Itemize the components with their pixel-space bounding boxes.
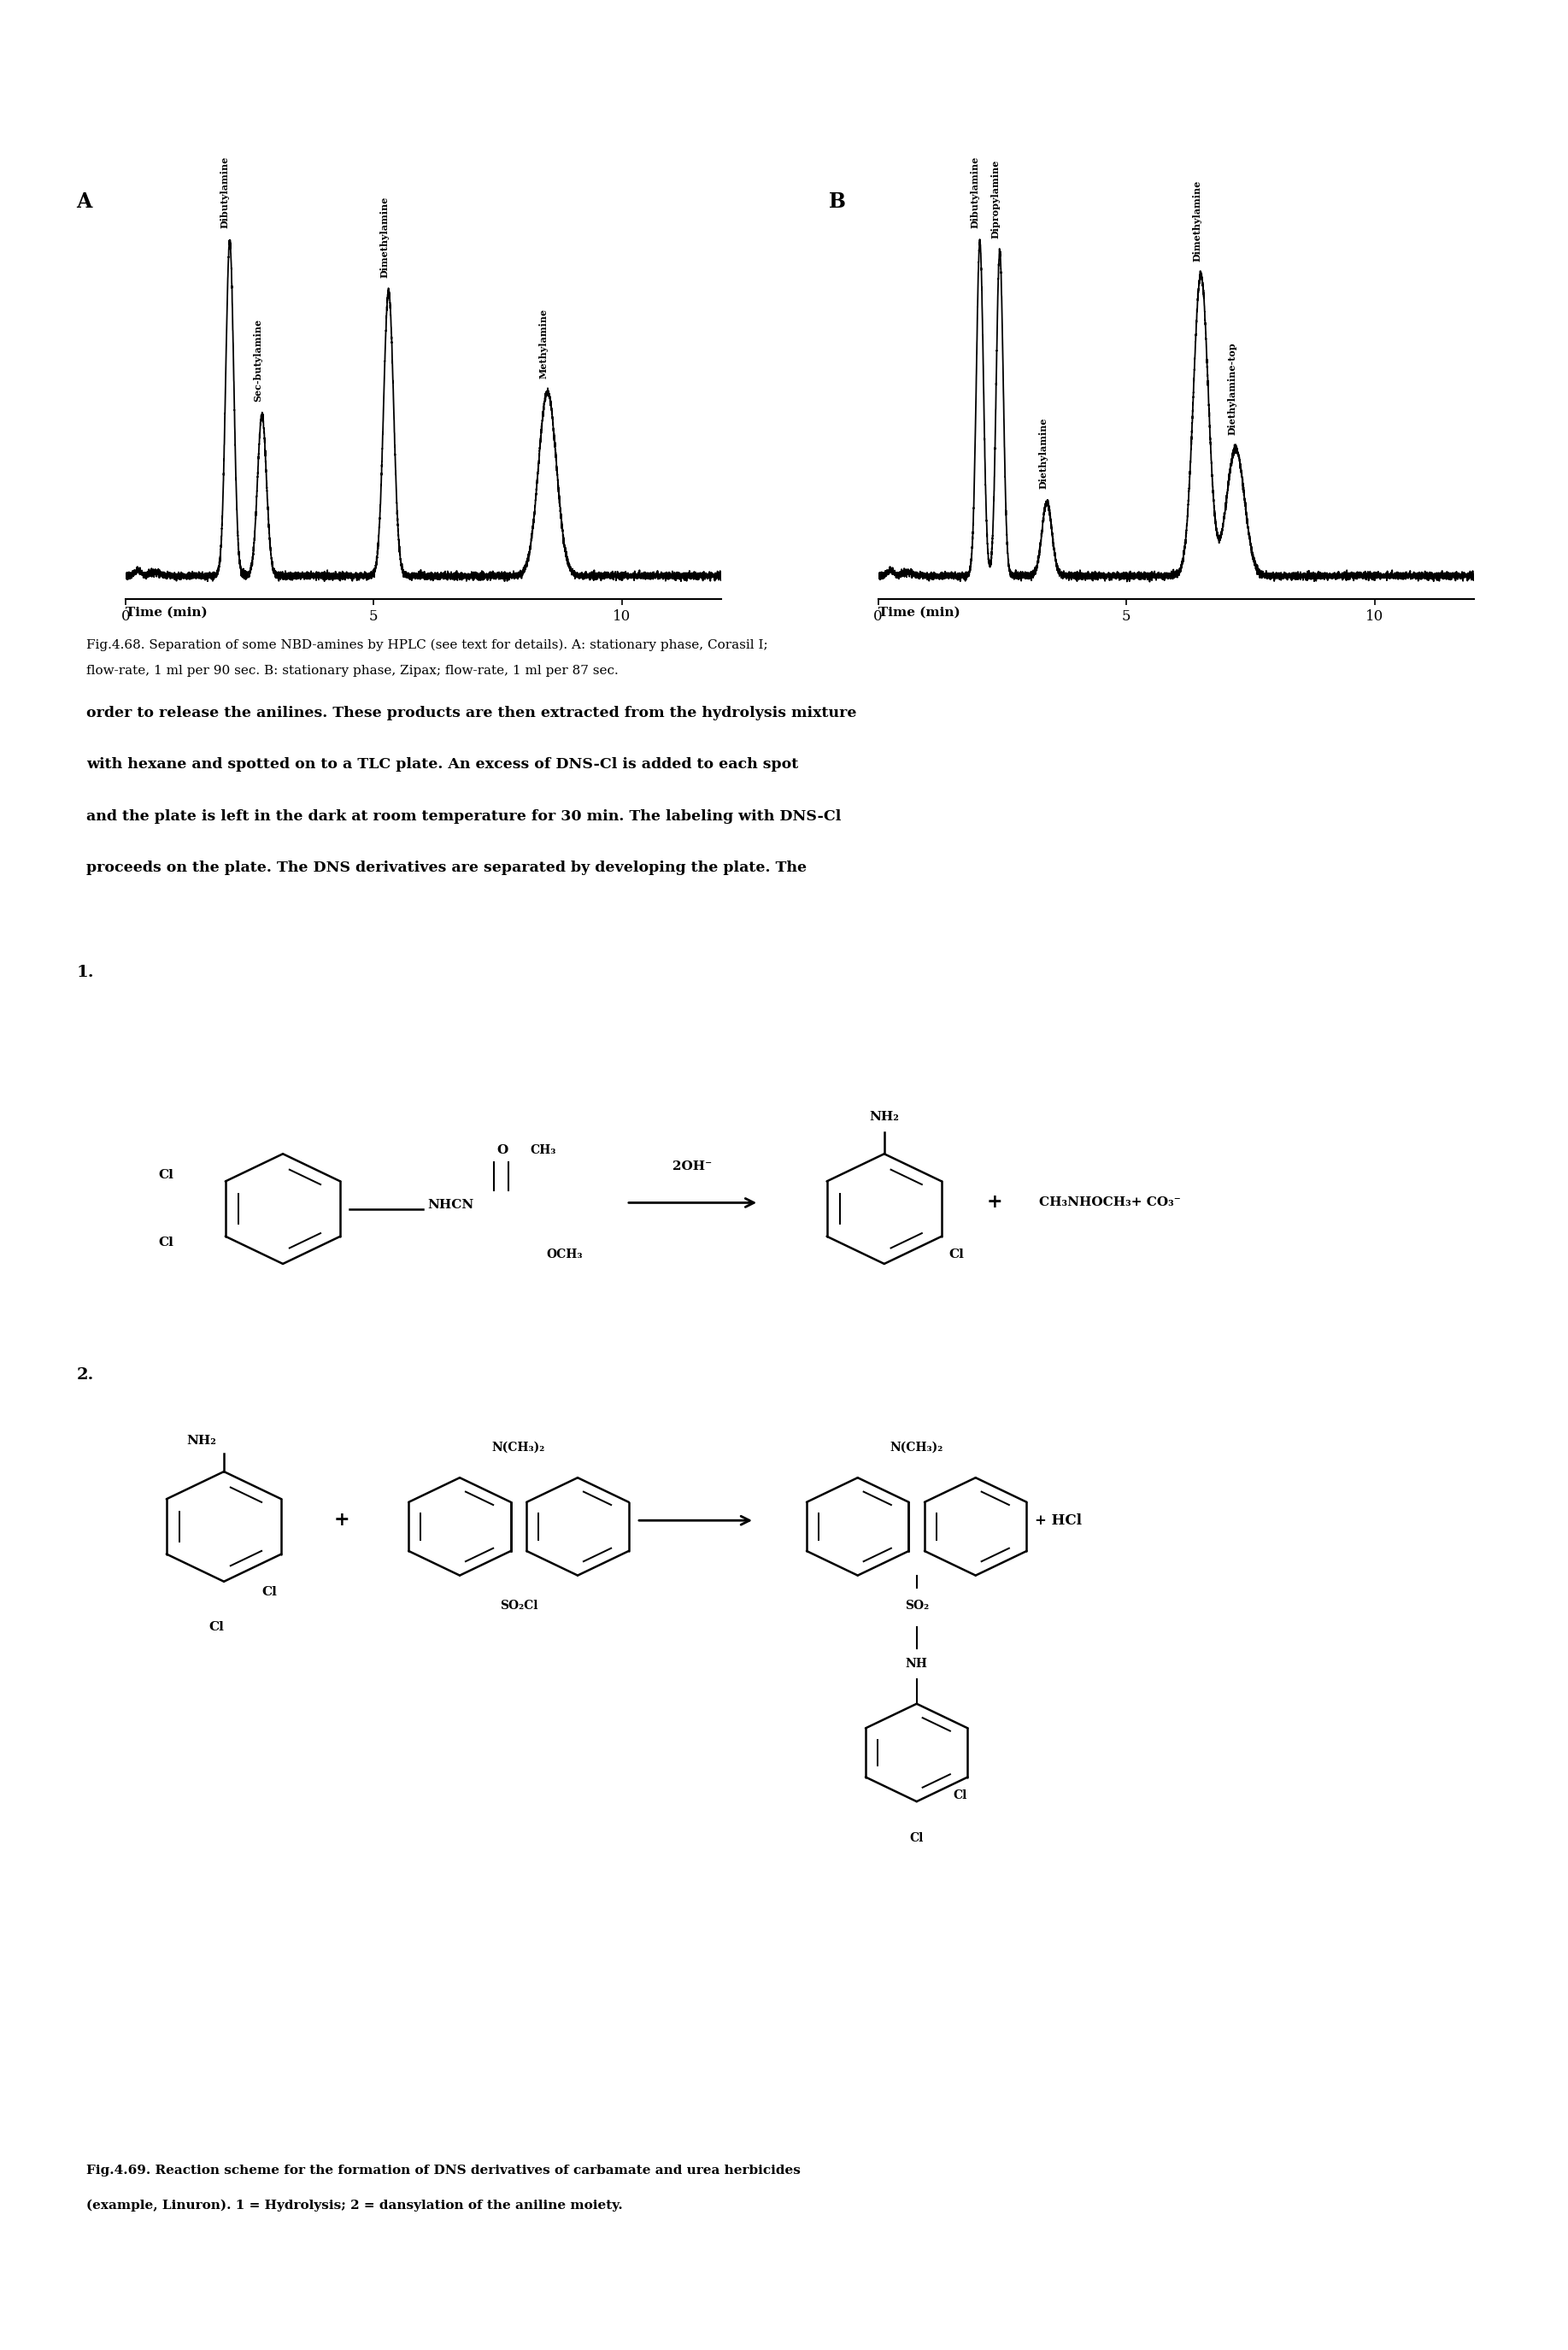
Text: Cl: Cl: [262, 1586, 278, 1598]
Text: B: B: [828, 190, 845, 211]
Text: +: +: [986, 1194, 1002, 1213]
Text: Dimethylamine: Dimethylamine: [379, 197, 389, 277]
Text: SO₂Cl: SO₂Cl: [500, 1600, 538, 1612]
Text: 2.: 2.: [77, 1368, 94, 1384]
Text: NH: NH: [906, 1657, 928, 1668]
Text: order to release the anilines. These products are then extracted from the hydrol: order to release the anilines. These pro…: [86, 705, 856, 719]
Text: N(CH₃)₂: N(CH₃)₂: [492, 1441, 546, 1452]
Text: CH₃NHOCH₃+ CO₃⁻: CH₃NHOCH₃+ CO₃⁻: [1040, 1196, 1181, 1208]
Text: Dipropylamine: Dipropylamine: [991, 160, 1000, 237]
Text: Cl: Cl: [949, 1248, 964, 1260]
Text: Dimethylamine: Dimethylamine: [1192, 181, 1201, 261]
Text: +: +: [334, 1511, 350, 1530]
Text: Dibutylamine: Dibutylamine: [971, 155, 980, 228]
Text: Methylamine: Methylamine: [539, 308, 549, 378]
Text: Cl: Cl: [953, 1788, 967, 1800]
Text: proceeds on the plate. The DNS derivatives are separated by developing the plate: proceeds on the plate. The DNS derivativ…: [86, 860, 806, 874]
Text: Diethylamine: Diethylamine: [1038, 418, 1047, 489]
Text: SO₂: SO₂: [905, 1600, 928, 1612]
Text: Diethylamine-top: Diethylamine-top: [1228, 343, 1237, 435]
Text: with hexane and spotted on to a TLC plate. An excess of DNS-Cl is added to each : with hexane and spotted on to a TLC plat…: [86, 757, 798, 771]
Text: Sec-butylamine: Sec-butylamine: [254, 320, 263, 402]
Text: A: A: [75, 190, 91, 211]
Text: Fig.4.69. Reaction scheme for the formation of DNS derivatives of carbamate and : Fig.4.69. Reaction scheme for the format…: [86, 2164, 801, 2176]
Text: NH₂: NH₂: [869, 1112, 898, 1123]
Text: flow-rate, 1 ml per 90 sec. B: stationary phase, Zipax; flow-rate, 1 ml per 87 s: flow-rate, 1 ml per 90 sec. B: stationar…: [86, 665, 618, 677]
Text: O: O: [497, 1144, 508, 1156]
Text: Time (min): Time (min): [878, 606, 960, 618]
Text: NH₂: NH₂: [187, 1436, 216, 1448]
Text: N(CH₃)₂: N(CH₃)₂: [891, 1441, 944, 1452]
Text: Cl: Cl: [909, 1833, 924, 1845]
Text: + HCl: + HCl: [1035, 1513, 1082, 1528]
Text: CH₃: CH₃: [530, 1144, 557, 1156]
Text: Cl: Cl: [209, 1621, 224, 1633]
Text: Dibutylamine: Dibutylamine: [220, 155, 229, 228]
Text: 1.: 1.: [77, 964, 94, 980]
Text: Cl: Cl: [158, 1236, 174, 1248]
Text: and the plate is left in the dark at room temperature for 30 min. The labeling w: and the plate is left in the dark at roo…: [86, 808, 840, 822]
Text: Cl: Cl: [158, 1170, 174, 1182]
Text: NHCN: NHCN: [428, 1198, 474, 1210]
Text: OCH₃: OCH₃: [546, 1248, 583, 1260]
Text: (example, Linuron). 1 = Hydrolysis; 2 = dansylation of the aniline moiety.: (example, Linuron). 1 = Hydrolysis; 2 = …: [86, 2200, 622, 2211]
Text: Time (min): Time (min): [125, 606, 207, 618]
Text: 2OH⁻: 2OH⁻: [673, 1161, 712, 1173]
Text: Fig.4.68. Separation of some NBD-amines by HPLC (see text for details). A: stati: Fig.4.68. Separation of some NBD-amines …: [86, 639, 768, 651]
